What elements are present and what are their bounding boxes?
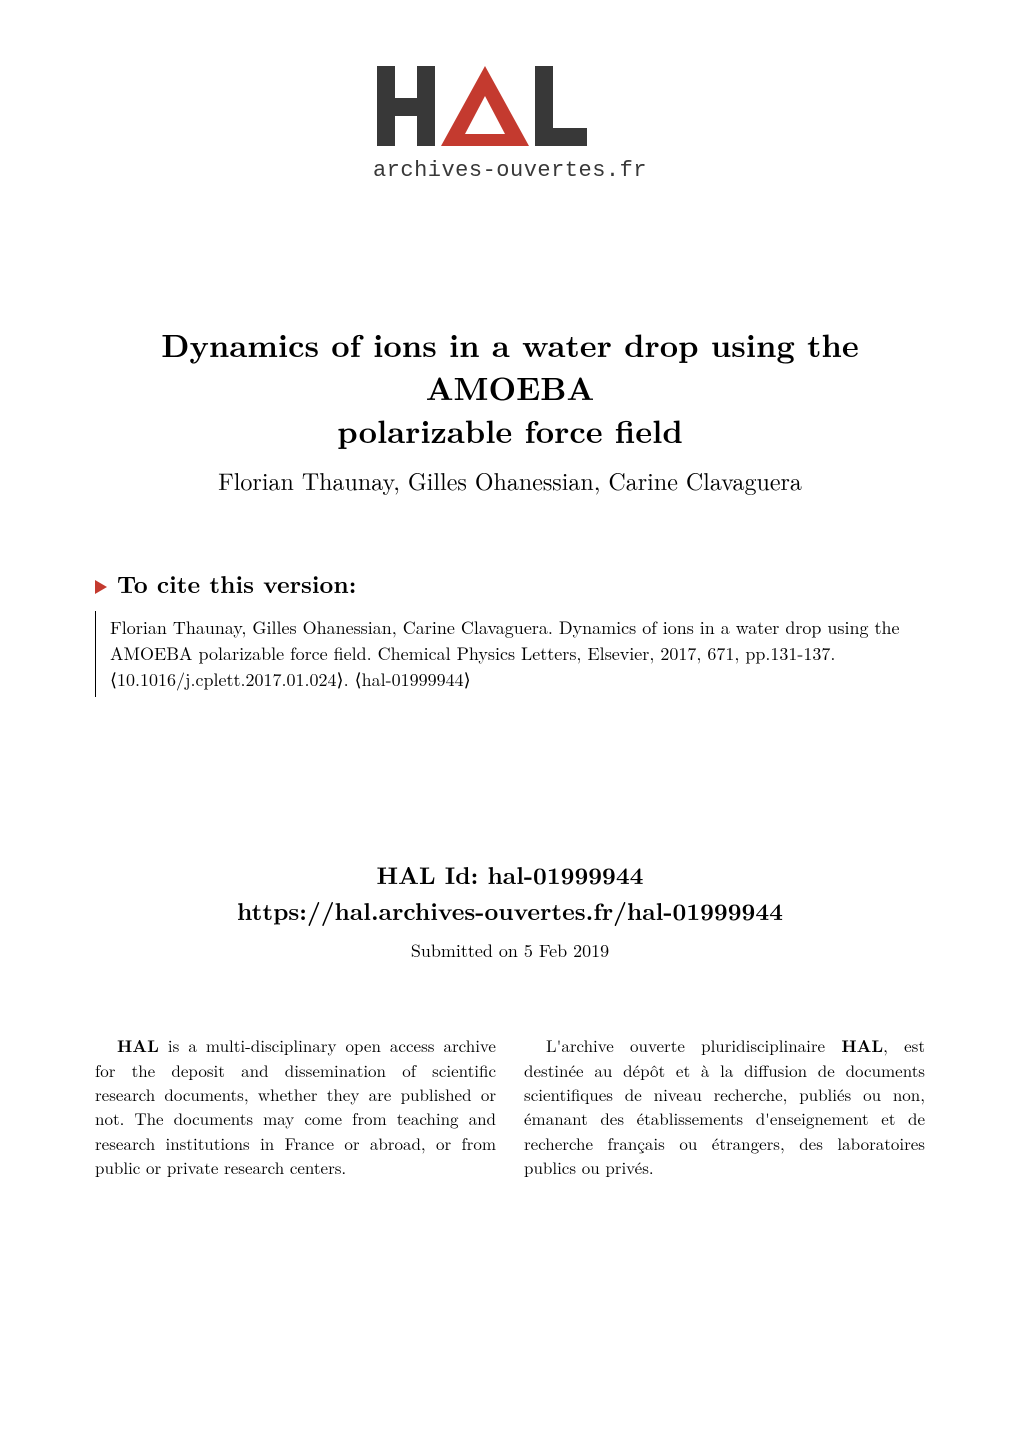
- hal-logo: archives-ouvertes.fr: [373, 60, 647, 183]
- description-en: HAL is a multi-disciplinary open access …: [95, 1033, 496, 1179]
- citation-body: Florian Thaunay, Gilles Ohanessian, Cari…: [95, 611, 925, 697]
- hal-id-block: HAL Id: hal-01999944 https://hal.archive…: [95, 857, 925, 963]
- description-columns: HAL is a multi-disciplinary open access …: [95, 1033, 925, 1179]
- logo-subtext: archives-ouvertes.fr: [373, 158, 647, 183]
- cite-heading-text: To cite this version:: [117, 567, 356, 601]
- desc-fr-bold: HAL: [841, 1034, 883, 1058]
- logo-block: archives-ouvertes.fr: [95, 60, 925, 183]
- hal-id-label: HAL Id:: [377, 858, 488, 892]
- hal-url[interactable]: https://hal.archives-ouvertes.fr/hal-019…: [95, 894, 925, 928]
- paper-title: Dynamics of ions in a water drop using t…: [105, 323, 915, 453]
- paper-authors: Florian Thaunay, Gilles Ohanessian, Cari…: [95, 463, 925, 497]
- hal-id-value: hal-01999944: [487, 858, 643, 892]
- hal-logo-svg: [373, 60, 593, 152]
- desc-fr-pre: L'archive ouverte pluridisciplinaire: [546, 1033, 841, 1057]
- title-line-1: Dynamics of ions in a water drop using t…: [161, 322, 858, 410]
- hal-id-line: HAL Id: hal-01999944: [95, 857, 925, 894]
- description-fr: L'archive ouverte pluridisciplinaire HAL…: [524, 1033, 925, 1179]
- desc-en-lead: HAL: [117, 1034, 159, 1058]
- title-line-2: polarizable force field: [337, 408, 683, 453]
- hal-cover-page: archives-ouvertes.fr Dynamics of ions in…: [0, 0, 1020, 1442]
- submitted-date: Submitted on 5 Feb 2019: [95, 938, 925, 963]
- triangle-icon: [95, 580, 107, 594]
- cite-heading: To cite this version:: [95, 567, 925, 601]
